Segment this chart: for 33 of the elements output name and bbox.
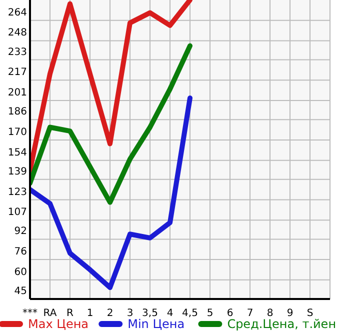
y-tick-label: 107 bbox=[8, 207, 27, 218]
y-tick-label: 248 bbox=[8, 28, 27, 39]
x-tick-label: *** bbox=[22, 308, 38, 319]
x-tick-label: S bbox=[306, 308, 314, 319]
x-tick-label: 5 bbox=[206, 308, 214, 319]
legend-label: Max Цена bbox=[28, 317, 89, 331]
legend-label: Сред.Цена, т.йен bbox=[227, 317, 336, 331]
legend-label: Min Цена bbox=[128, 317, 185, 331]
y-tick-label: 45 bbox=[14, 286, 27, 297]
y-tick-label: 201 bbox=[8, 88, 27, 99]
x-tick-label: 2 bbox=[106, 308, 114, 319]
y-tick-label: 76 bbox=[14, 246, 27, 258]
y-tick-label: 92 bbox=[14, 226, 27, 238]
y-tick-label: 217 bbox=[8, 67, 27, 78]
x-tick-label: 3,5 bbox=[142, 308, 158, 319]
x-tick-label: 3 bbox=[126, 308, 134, 319]
x-tick-label: 4,5 bbox=[182, 308, 198, 319]
y-tick-label: 186 bbox=[8, 106, 27, 118]
x-tick-label: 9 bbox=[286, 308, 294, 319]
y-tick-label: 123 bbox=[8, 186, 27, 198]
y-tick-label: 139 bbox=[8, 166, 27, 178]
y-tick-label: 154 bbox=[8, 147, 27, 158]
x-tick-label: R bbox=[66, 308, 74, 319]
y-tick-label: 170 bbox=[8, 126, 27, 138]
x-tick-label: 1 bbox=[86, 308, 94, 319]
y-tick-label: 60 bbox=[14, 266, 27, 278]
y-tick-label: 233 bbox=[8, 46, 27, 58]
x-tick-label: 7 bbox=[246, 308, 254, 319]
x-tick-label: 8 bbox=[266, 308, 274, 319]
x-tick-label: RA bbox=[43, 308, 57, 319]
x-tick-label: 6 bbox=[226, 308, 234, 319]
y-tick-label: 264 bbox=[8, 7, 27, 18]
x-tick-label: 4 bbox=[166, 308, 174, 319]
